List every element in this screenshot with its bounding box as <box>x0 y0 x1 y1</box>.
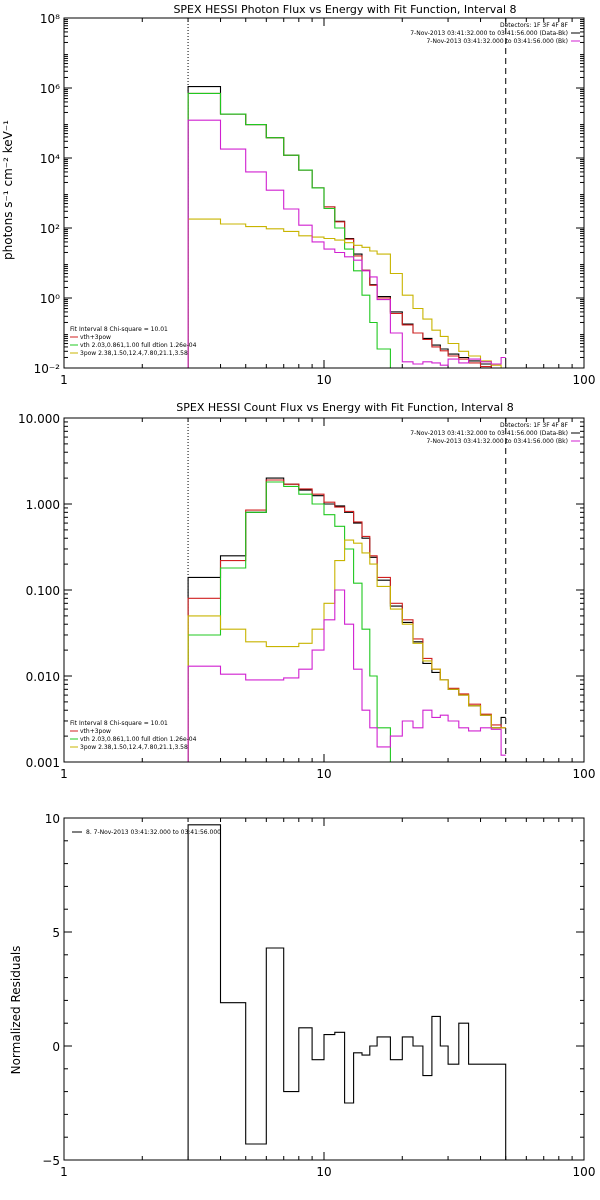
x-tick-label: 100 <box>573 767 596 781</box>
y-tick-label: 10.000 <box>18 412 60 426</box>
y-tick-label: 1.000 <box>26 498 60 512</box>
photon-flux-ticks: 1 10 100 10⁻² 10⁰ 10² 10⁴ 10⁶ 10⁸ <box>34 12 596 387</box>
series-line-0 <box>187 824 507 1160</box>
series-line-4 <box>187 119 506 368</box>
x-tick-label: 10 <box>316 373 331 387</box>
photon-flux-legend: Detectors: 1F 3F 4F 8F7-Nov-2013 03:41:3… <box>70 22 580 357</box>
y-tick-label: 10⁶ <box>40 82 60 96</box>
x-tick-label: 1 <box>60 373 68 387</box>
count-flux-ticks: 1 10 100 0.001 0.010 0.100 1.000 10.000 <box>18 412 595 781</box>
x-tick-label: 100 <box>573 373 596 387</box>
y-tick-label: 0.100 <box>26 584 60 598</box>
legend-inside-entry: 8. 7-Nov-2013 03:41:32.000 to 03:41:56.0… <box>86 829 221 836</box>
photon-flux-panel: SPEX HESSI Photon Flux vs Energy with Fi… <box>1 3 595 387</box>
count-flux-series <box>187 477 506 763</box>
photon-flux-title: SPEX HESSI Photon Flux vs Energy with Fi… <box>173 3 516 16</box>
count-flux-plot-frame <box>63 417 585 763</box>
y-tick-label: 10⁸ <box>40 12 60 26</box>
count-flux-vertical-lines <box>187 418 507 762</box>
legend-bottom-entry: vth+3pow <box>80 334 111 341</box>
photon-flux-plot-frame <box>63 17 585 369</box>
series-line-4 <box>187 589 506 762</box>
y-tick-label: 0 <box>52 1040 60 1054</box>
residuals-plot-frame <box>63 817 585 1161</box>
photon-flux-vertical-lines <box>187 18 507 368</box>
legend-top-entry: 7-Nov-2013 03:41:32.000 to 03:41:56.000 … <box>410 430 568 437</box>
series-line-0 <box>187 477 506 762</box>
legend-top-entry: 7-Nov-2013 03:41:32.000 to 03:41:56.000 … <box>426 438 568 445</box>
y-tick-label: 10 <box>45 812 60 826</box>
x-tick-label: 1 <box>60 767 68 781</box>
legend-top-entry: 7-Nov-2013 03:41:32.000 to 03:41:56.000 … <box>410 30 568 37</box>
legend-bottom-entry: Fit Interval 8 Chi-square = 10.01 <box>70 720 168 727</box>
x-tick-label: 1 <box>60 1165 68 1179</box>
residuals-series <box>187 824 507 1160</box>
count-flux-panel: SPEX HESSI Count Flux vs Energy with Fit… <box>18 401 595 781</box>
legend-top-entry: Detectors: 1F 3F 4F 8F <box>500 422 569 429</box>
series-line-2 <box>187 481 506 763</box>
count-flux-legend: Detectors: 1F 3F 4F 8F7-Nov-2013 03:41:3… <box>70 422 580 751</box>
x-tick-label: 100 <box>573 1165 596 1179</box>
residuals-y-axis-label: Normalized Residuals <box>9 946 23 1075</box>
y-tick-label: 10⁴ <box>40 152 60 166</box>
residuals-legend: 8. 7-Nov-2013 03:41:32.000 to 03:41:56.0… <box>72 829 221 836</box>
count-flux-title: SPEX HESSI Count Flux vs Energy with Fit… <box>176 401 513 414</box>
series-line-1 <box>187 479 506 762</box>
series-line-3 <box>187 218 506 369</box>
legend-bottom-entry: vth 2.03,0.861,1.00 full dtion 1.26e-04 <box>80 342 197 349</box>
y-tick-label: 10² <box>40 222 60 236</box>
legend-top-entry: Detectors: 1F 3F 4F 8F <box>500 22 569 29</box>
residuals-ticks: 1 10 100 −5 0 5 10 <box>42 812 595 1179</box>
residuals-panel: Normalized Residuals 1 10 100 −5 0 5 10 8. 7-N… <box>9 812 595 1179</box>
legend-bottom-entry: Fit Interval 8 Chi-square = 10.01 <box>70 326 168 333</box>
photon-flux-y-axis-label: photons s⁻¹ cm⁻² keV⁻¹ <box>1 120 15 260</box>
y-tick-label: 0.001 <box>26 756 60 770</box>
series-line-1 <box>187 92 506 369</box>
legend-bottom-entry: vth+3pow <box>80 728 111 735</box>
legend-top-entry: 7-Nov-2013 03:41:32.000 to 03:41:56.000 … <box>426 38 568 45</box>
y-tick-label: −5 <box>42 1154 60 1168</box>
legend-bottom-entry: 3pow 2.38,1.50,12.4,7.80,21.1,3.58 <box>80 744 188 751</box>
photon-flux-series <box>187 86 506 369</box>
y-tick-label: 5 <box>52 926 60 940</box>
x-tick-label: 10 <box>316 767 331 781</box>
series-line-2 <box>187 92 506 369</box>
y-tick-label: 10⁰ <box>40 292 60 306</box>
legend-bottom-entry: 3pow 2.38,1.50,12.4,7.80,21.1,3.58 <box>80 350 188 357</box>
y-tick-label: 0.010 <box>26 670 60 684</box>
series-line-3 <box>187 539 506 762</box>
series-line-0 <box>187 86 506 369</box>
x-tick-label: 10 <box>316 1165 331 1179</box>
legend-bottom-entry: vth 2.03,0.861,1.00 full dtion 1.26e-04 <box>80 736 197 743</box>
y-tick-label: 10⁻² <box>34 362 61 376</box>
